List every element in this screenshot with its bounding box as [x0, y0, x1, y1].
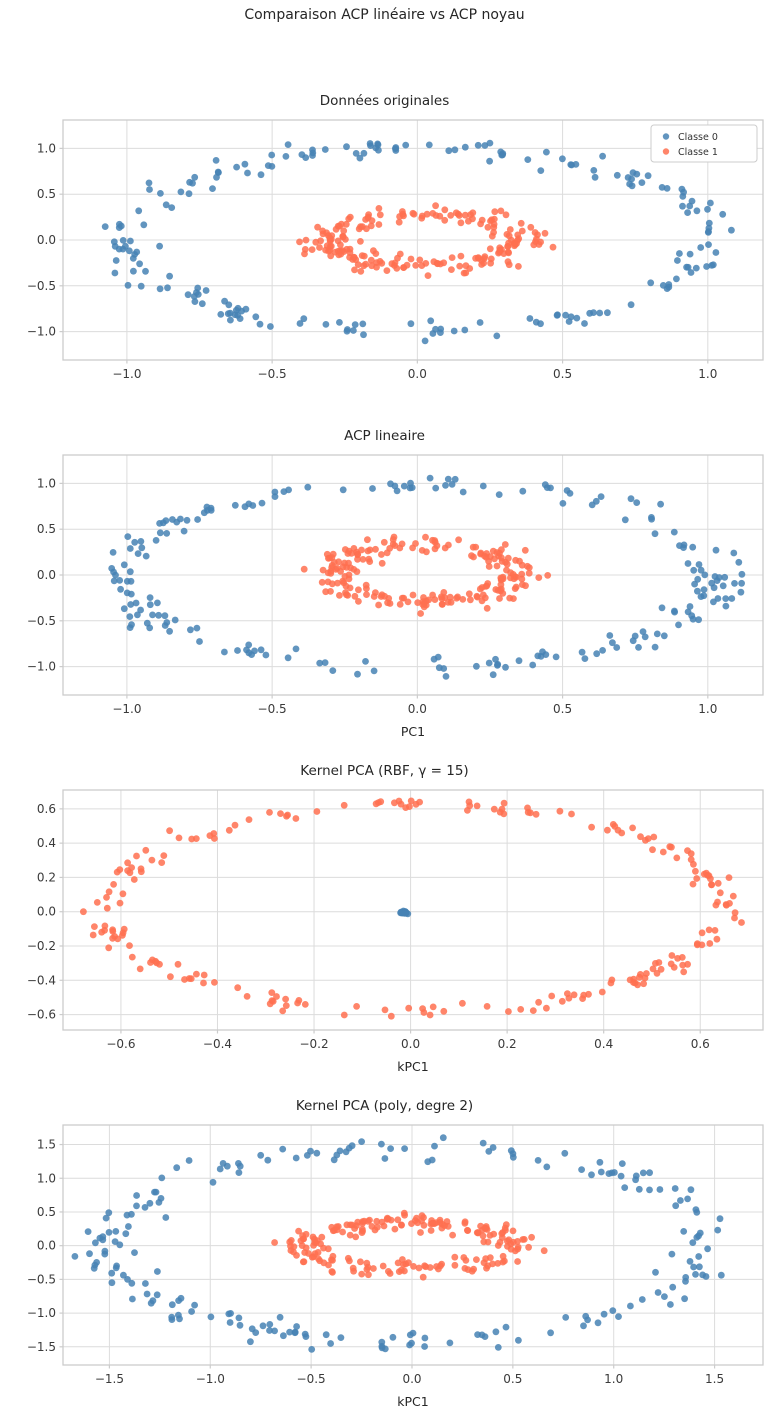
y-tick-label: 1.0	[37, 141, 56, 155]
y-tick-label: 0.4	[37, 836, 56, 850]
x-tick-label: 0.6	[691, 1037, 710, 1051]
y-tick-label: −1.5	[27, 1340, 56, 1354]
subplot-donnees-originales: Données originales −1.0 −0.5 0.0 0.5 1.0 −1.0…	[0, 90, 769, 406]
y-tick-label: 1.5	[37, 1138, 56, 1152]
legend-marker	[662, 148, 670, 155]
plot-area: −1.5 −1.0 −0.5 0.0 0.5 1.0 1.5 −1.5 −1.0 −0.5 0.0 0…	[27, 1124, 764, 1409]
x-tick-label: −1.5	[95, 1372, 124, 1386]
x-tick-label: −1.0	[196, 1372, 225, 1386]
y-tick-label: 0.5	[37, 522, 56, 536]
plot-background	[63, 790, 763, 1030]
x-axis-label: kPC1	[397, 1059, 428, 1074]
scatter-plot-linear-pca: −1.0 −0.5 0.0 0.5 1.0 −1.0 −0.5 0.0 0.5 1.0 PC1	[0, 449, 769, 741]
y-tick-label: 0.0	[37, 1239, 56, 1253]
x-tick-label: 0.5	[553, 702, 572, 716]
subplot-title: ACP lineaire	[344, 428, 425, 444]
x-tick-label: −0.4	[203, 1037, 232, 1051]
series-classe-0-points	[71, 1134, 725, 1353]
y-tick-label: 0.2	[37, 870, 56, 884]
x-tick-label: 0.0	[408, 702, 427, 716]
y-tick-label: 0.0	[37, 905, 56, 919]
legend-label: Classe 0	[678, 132, 718, 143]
legend-label: Classe 1	[678, 147, 718, 158]
x-axis-label: PC1	[401, 724, 425, 739]
x-tick-label: 1.0	[604, 1372, 623, 1386]
x-tick-label: 0.0	[401, 1037, 420, 1051]
y-tick-label: 1.0	[37, 476, 56, 490]
y-tick-label: −1.0	[27, 660, 56, 674]
x-tick-label: 0.5	[503, 1372, 522, 1386]
y-tick-label: −0.5	[27, 614, 56, 628]
scatter-plot-kernel-poly: −1.5 −1.0 −0.5 0.0 0.5 1.0 1.5 −1.5 −1.0 −0.5 0.0 0…	[0, 1119, 769, 1411]
y-tick-label: −1.0	[27, 1306, 56, 1320]
y-tick-label: 0.6	[37, 802, 56, 816]
x-tick-label: 1.0	[698, 367, 717, 381]
scatter-plot-kernel-rbf: −0.6 −0.4 −0.2 0.0 0.2 0.4 0.6 −0.6 −0.4 −0.2 0.0 0…	[0, 784, 769, 1076]
y-tick-label: 0.0	[37, 568, 56, 582]
subplot-title: Données originales	[319, 93, 450, 109]
x-tick-label: 1.5	[705, 1372, 724, 1386]
y-tick-label: 0.0	[37, 233, 56, 247]
x-tick-label: 0.0	[402, 1372, 421, 1386]
plot-area: −0.6 −0.4 −0.2 0.0 0.2 0.4 0.6 −0.6 −0.4 −0.2 0.0 0…	[27, 789, 764, 1074]
scatter-plot-original-data: −1.0 −0.5 0.0 0.5 1.0 −1.0 −0.5 0.0 0.5 1.0 Classe…	[0, 114, 769, 406]
subplot-kernel-pca-rbf: Kernel PCA (RBF, γ = 15) −0.6 −0.4 −0.2 0.0…	[0, 760, 769, 1076]
series-classe-1-points	[271, 1209, 548, 1281]
x-tick-label: 0.5	[553, 367, 572, 381]
y-tick-label: 1.0	[37, 1171, 56, 1185]
series-classe-1-points	[300, 533, 552, 617]
x-tick-label: −0.2	[299, 1037, 328, 1051]
subplot-title: Kernel PCA (poly, degre 2)	[295, 1098, 474, 1114]
x-tick-label: 1.0	[698, 702, 717, 716]
x-tick-label: 0.0	[408, 367, 427, 381]
subplot-acp-lineaire: ACP lineaire −1.0 −0.5 0.0 0.5 1.0 −1.0 −0.5 0.…	[0, 425, 769, 741]
x-tick-label: −1.0	[112, 367, 141, 381]
plot-background	[63, 1125, 763, 1365]
legend-marker	[662, 133, 670, 140]
y-tick-label: 0.5	[37, 1205, 56, 1219]
y-tick-label: 0.5	[37, 187, 56, 201]
series-classe-1-points	[296, 202, 557, 279]
series-classe-1-points	[80, 797, 745, 1020]
x-axis-label: kPC1	[397, 1394, 428, 1409]
plot-frame	[62, 1124, 764, 1366]
plot-frame	[62, 789, 764, 1031]
x-tick-label: −0.6	[106, 1037, 135, 1051]
series-classe-0-points	[397, 907, 412, 918]
x-tick-label: −1.0	[112, 702, 141, 716]
x-tick-label: −0.5	[258, 702, 287, 716]
legend: Classe 0 Classe 1	[650, 124, 758, 163]
plot-area: −1.0 −0.5 0.0 0.5 1.0 −1.0 −0.5 0.0 0.5 1.0 Classe…	[27, 119, 764, 381]
legend-box	[650, 124, 758, 163]
x-tick-label: −0.5	[297, 1372, 326, 1386]
x-tick-label: 0.2	[498, 1037, 517, 1051]
series-classe-0-points	[108, 474, 746, 680]
subplot-kernel-pca-poly: Kernel PCA (poly, degre 2) −1.5 −1.0 −0.5 0…	[0, 1095, 769, 1411]
subplot-title: Kernel PCA (RBF, γ = 15)	[300, 763, 469, 779]
y-tick-label: −0.2	[27, 939, 56, 953]
series-classe-0-points	[101, 139, 735, 345]
y-tick-label: −0.4	[27, 973, 56, 987]
figure-title: Comparaison ACP linéaire vs ACP noyau	[244, 7, 525, 23]
y-tick-label: −0.5	[27, 279, 56, 293]
y-tick-label: −0.5	[27, 1272, 56, 1286]
y-tick-label: −0.6	[27, 1008, 56, 1022]
plot-area: −1.0 −0.5 0.0 0.5 1.0 −1.0 −0.5 0.0 0.5 1.0 PC1	[27, 454, 764, 739]
y-tick-label: −1.0	[27, 325, 56, 339]
x-tick-label: −0.5	[258, 367, 287, 381]
x-tick-label: 0.4	[594, 1037, 613, 1051]
